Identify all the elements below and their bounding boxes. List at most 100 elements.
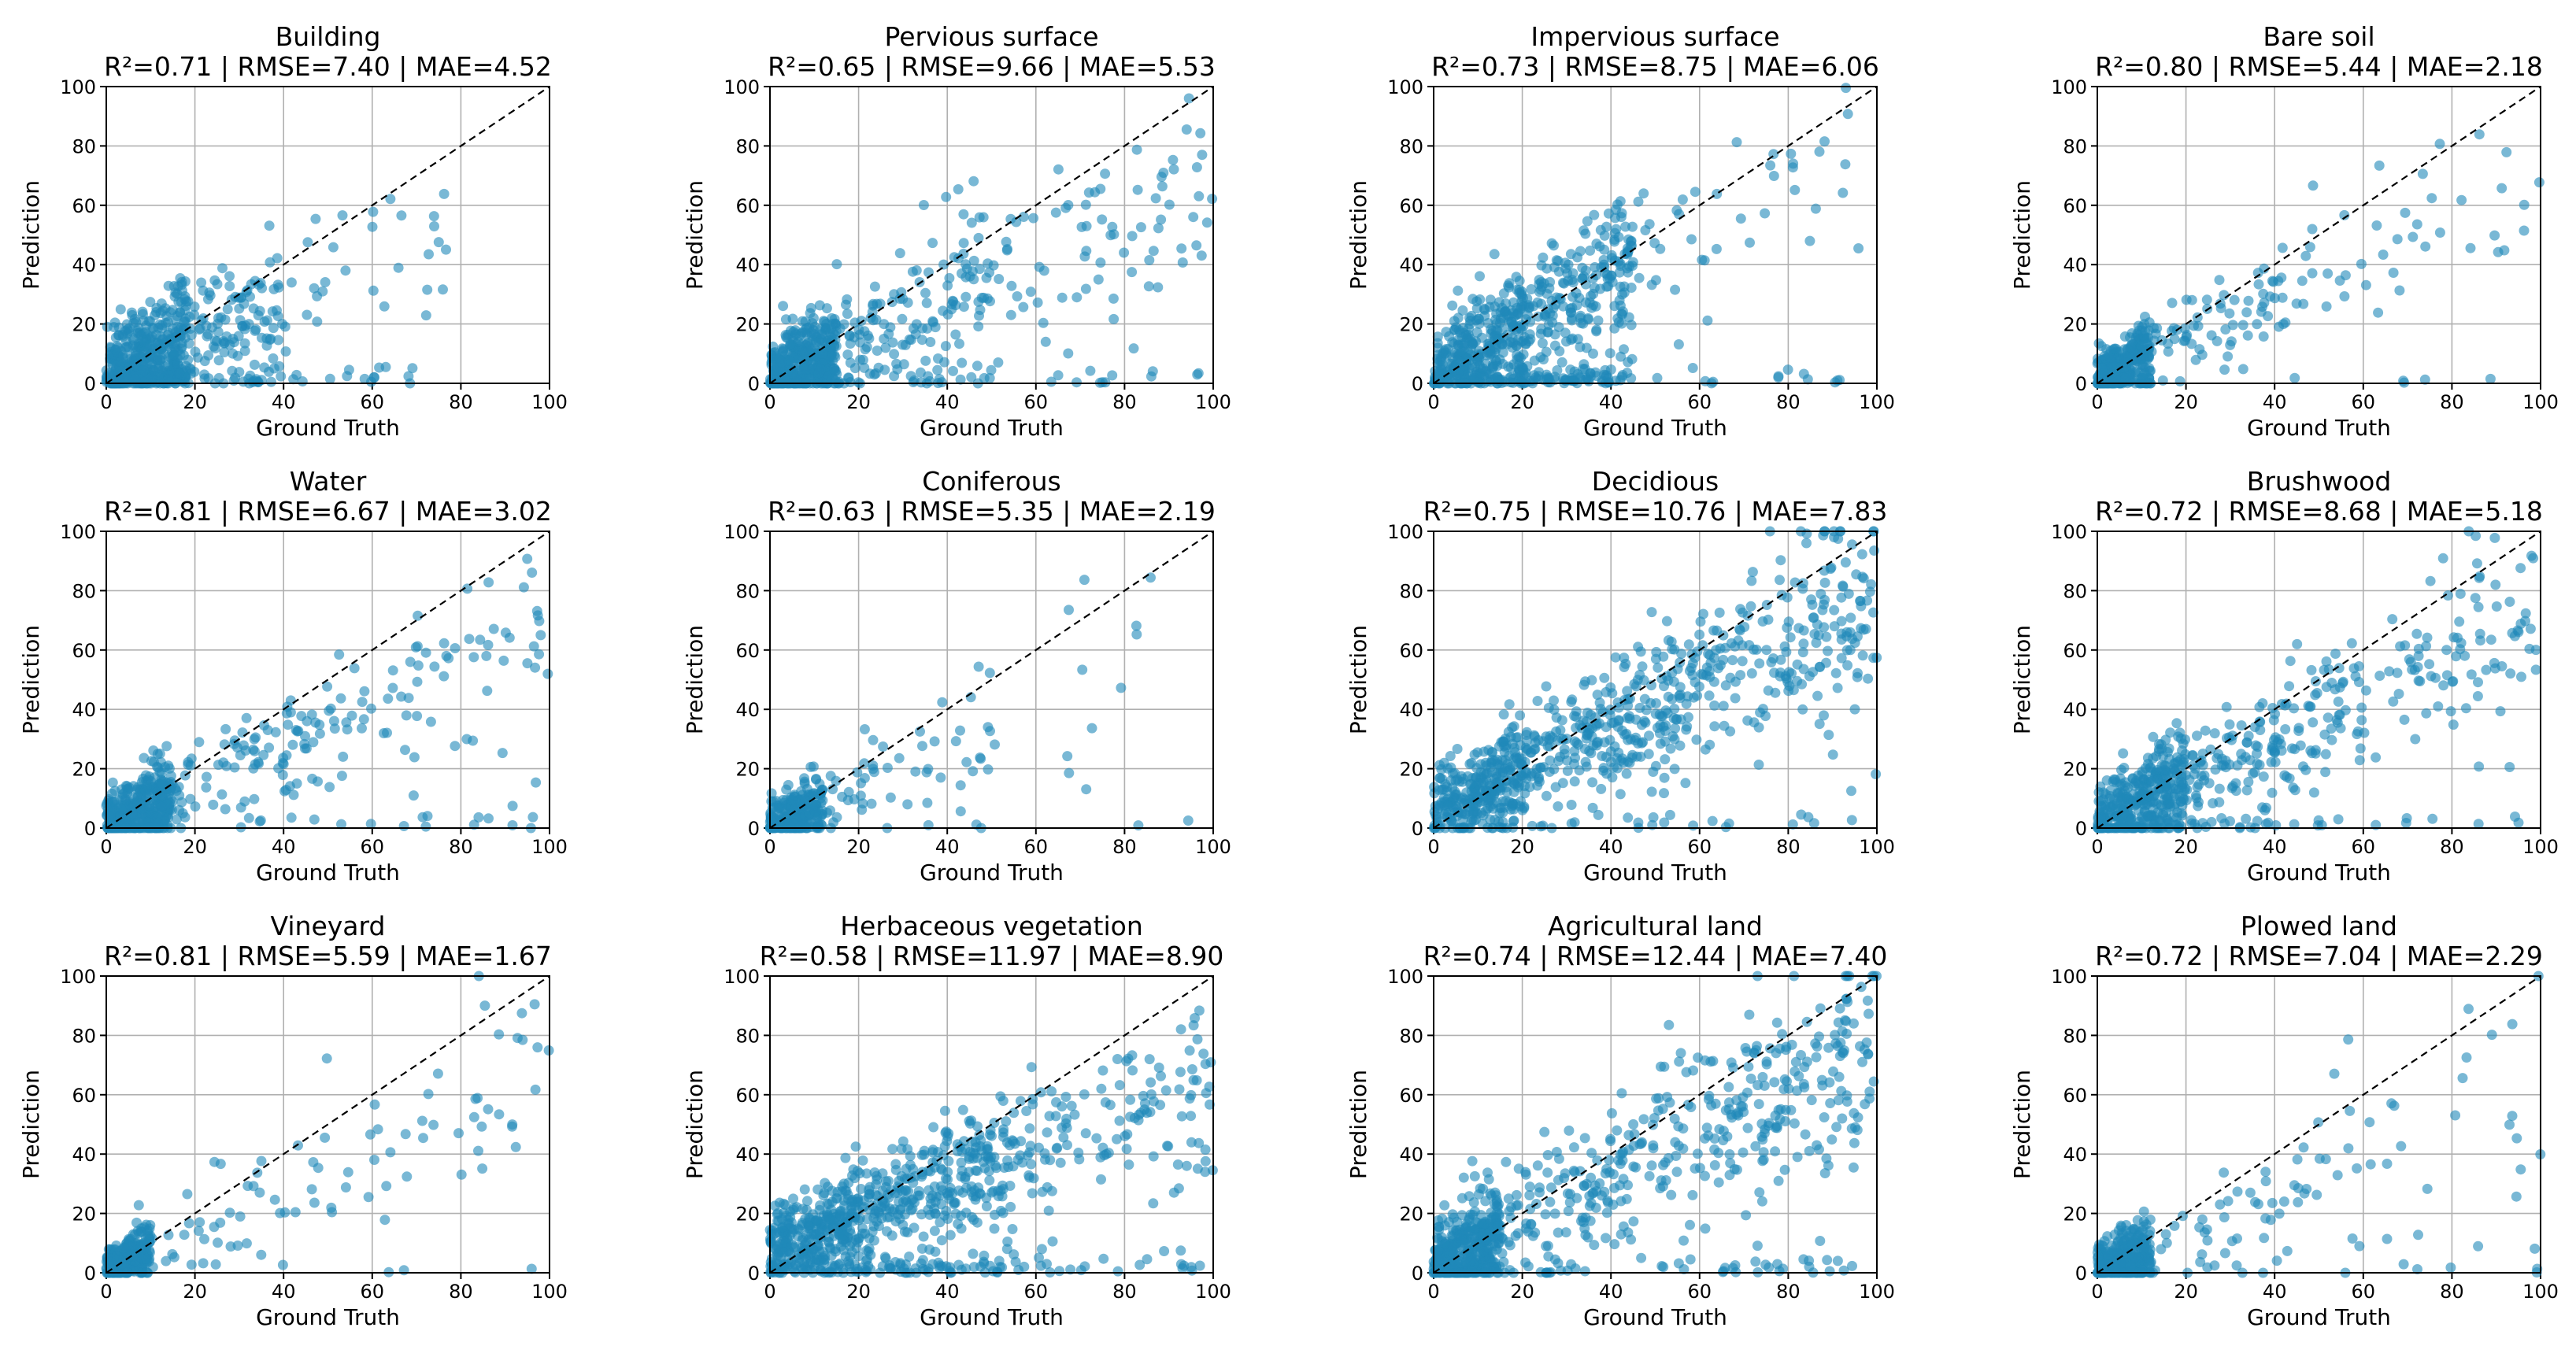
scatter-point bbox=[2374, 671, 2385, 681]
scatter-point bbox=[401, 710, 412, 721]
scatter-point bbox=[224, 271, 235, 282]
scatter-point bbox=[325, 703, 336, 714]
scatter-point bbox=[2333, 814, 2344, 825]
scatter-point bbox=[1838, 580, 1849, 591]
scatter-point bbox=[1135, 222, 1146, 233]
y-axis-label: Prediction bbox=[2009, 180, 2035, 290]
scatter-point bbox=[806, 343, 817, 354]
x-tick-label: 60 bbox=[1024, 836, 1049, 858]
scatter-point bbox=[1207, 194, 1218, 205]
scatter-point bbox=[1504, 699, 1515, 710]
scatter-point bbox=[1551, 255, 1562, 266]
scatter-point bbox=[1829, 605, 1840, 616]
scatter-point bbox=[1005, 309, 1016, 320]
scatter-point bbox=[1086, 723, 1097, 734]
scatter-point bbox=[1769, 667, 1779, 678]
scatter-point bbox=[1505, 762, 1516, 773]
scatter-point bbox=[1097, 377, 1108, 388]
scatter-point bbox=[216, 312, 227, 323]
scatter-point bbox=[1506, 316, 1517, 327]
scatter-point bbox=[2253, 279, 2264, 290]
x-axis-label: Ground Truth bbox=[920, 860, 1064, 886]
scatter-point bbox=[1596, 783, 1607, 794]
scatter-point bbox=[1694, 629, 1705, 640]
scatter-point bbox=[1606, 718, 1617, 729]
x-tick-label: 0 bbox=[2091, 836, 2103, 858]
scatter-point bbox=[1127, 267, 1138, 278]
scatter-point bbox=[482, 686, 493, 697]
scatter-point bbox=[1197, 150, 1208, 161]
scatter-point bbox=[2360, 279, 2371, 290]
scatter-point bbox=[189, 301, 200, 312]
scatter-point bbox=[518, 582, 529, 593]
scatter-point bbox=[1556, 715, 1567, 726]
scatter-point bbox=[2490, 579, 2501, 590]
scatter-point bbox=[320, 277, 331, 287]
scatter-point bbox=[1168, 164, 1179, 175]
scatter-point bbox=[2291, 298, 2302, 309]
scatter-point bbox=[107, 777, 118, 788]
scatter-point bbox=[2353, 677, 2364, 687]
scatter-point bbox=[2424, 659, 2435, 670]
scatter-point bbox=[208, 799, 219, 810]
scatter-point bbox=[953, 184, 964, 194]
scatter-point bbox=[400, 745, 410, 756]
scatter-point bbox=[811, 774, 821, 785]
scatter-point bbox=[1666, 636, 1677, 647]
y-tick-label: 80 bbox=[72, 135, 96, 157]
scatter-point bbox=[859, 773, 870, 783]
scatter-point bbox=[1660, 754, 1671, 765]
scatter-point bbox=[2323, 664, 2334, 675]
scatter-point bbox=[157, 335, 168, 345]
scatter-point bbox=[1788, 158, 1799, 169]
scatter-point bbox=[1605, 756, 1616, 767]
scatter-point bbox=[2359, 727, 2370, 738]
scatter-point bbox=[975, 753, 986, 764]
subplot-title: Bare soil bbox=[2263, 21, 2374, 52]
scatter-point bbox=[302, 309, 313, 320]
scatter-point bbox=[843, 372, 853, 383]
scatter-point bbox=[1541, 346, 1552, 357]
scatter-point bbox=[1490, 373, 1501, 384]
scatter-point bbox=[1862, 595, 1873, 606]
scatter-point bbox=[973, 661, 984, 672]
scatter-point bbox=[880, 342, 891, 353]
scatter-point bbox=[1846, 815, 1857, 826]
scatter-point bbox=[968, 176, 979, 187]
x-tick-label: 80 bbox=[1776, 836, 1801, 858]
scatter-point bbox=[1508, 775, 1519, 786]
scatter-point bbox=[983, 722, 994, 733]
scatter-point bbox=[935, 772, 946, 783]
scatter-point bbox=[1571, 738, 1582, 749]
scatter-point bbox=[1077, 664, 1088, 675]
scatter-point bbox=[1763, 614, 1774, 625]
scatter-point bbox=[2136, 376, 2147, 387]
x-tick-label: 40 bbox=[272, 391, 296, 413]
x-tick-label: 0 bbox=[2091, 391, 2103, 413]
scatter-point bbox=[2127, 773, 2138, 784]
scatter-point bbox=[1519, 803, 1530, 814]
scatter-point bbox=[1499, 376, 1510, 387]
scatter-point bbox=[1659, 788, 1669, 799]
scatter-point bbox=[2421, 708, 2432, 719]
scatter-point bbox=[2360, 685, 2371, 696]
scatter-point bbox=[948, 365, 958, 376]
x-tick-label: 20 bbox=[846, 391, 871, 413]
y-axis-label: Prediction bbox=[18, 180, 44, 290]
scatter-point bbox=[1688, 820, 1699, 831]
scatter-point bbox=[1053, 370, 1064, 381]
scatter-point bbox=[1497, 347, 1508, 358]
scatter-point bbox=[161, 741, 172, 752]
scatter-point bbox=[1575, 312, 1586, 324]
x-tick-label: 0 bbox=[1427, 391, 1439, 413]
scatter-point bbox=[208, 341, 219, 352]
scatter-point bbox=[205, 290, 216, 301]
scatter-point bbox=[1127, 231, 1138, 242]
y-tick-label: 60 bbox=[1399, 195, 1423, 217]
x-tick-label: 20 bbox=[183, 836, 207, 858]
scatter-point bbox=[249, 793, 260, 804]
scatter-point bbox=[1541, 790, 1552, 801]
scatter-point bbox=[248, 744, 259, 755]
scatter-point bbox=[2356, 258, 2367, 269]
x-axis-label: Ground Truth bbox=[1583, 415, 1727, 441]
